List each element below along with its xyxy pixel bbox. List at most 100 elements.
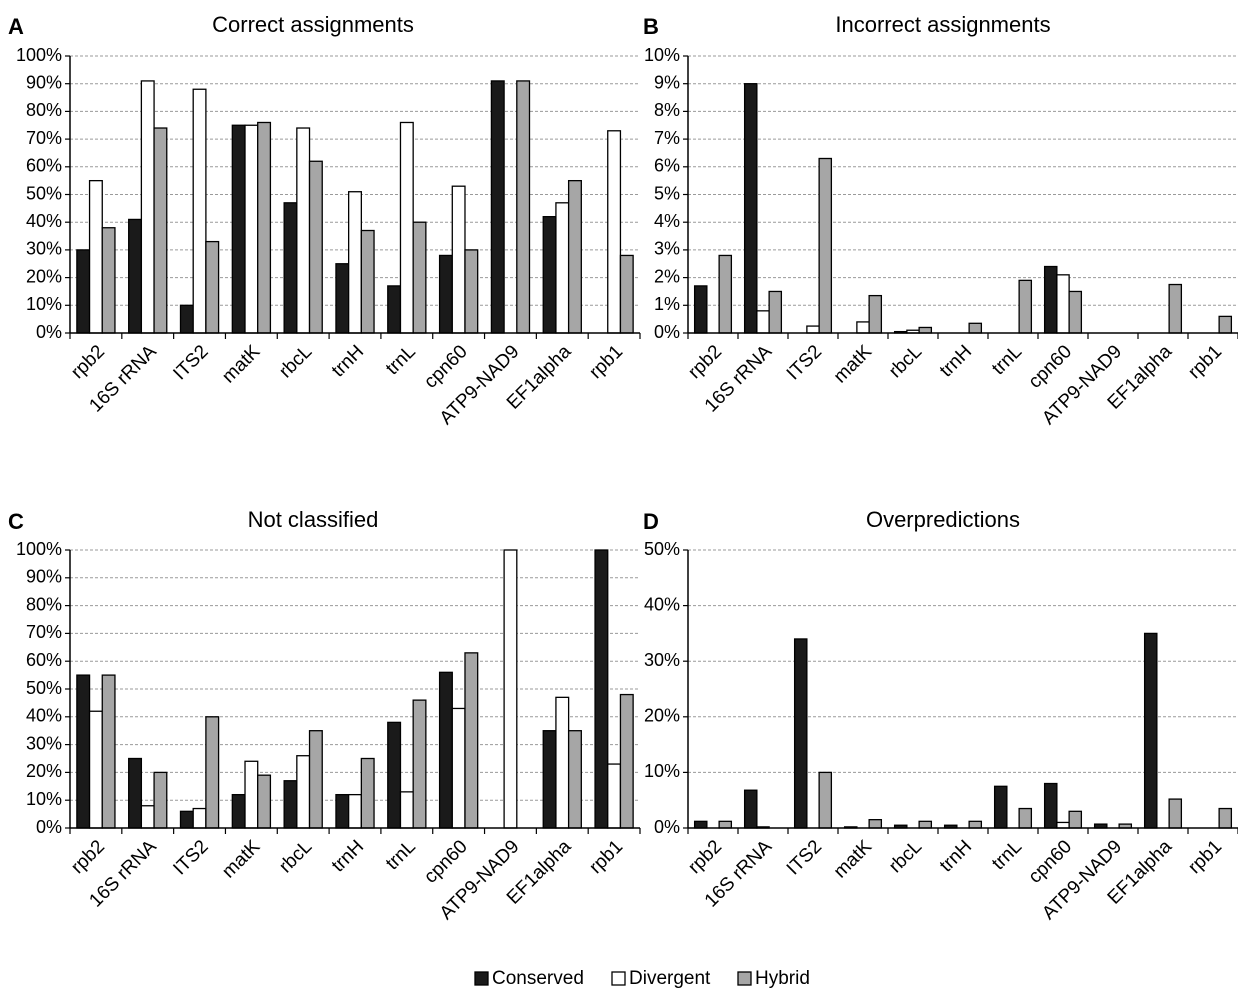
y-tick-label: 3% bbox=[654, 239, 680, 259]
bar-divergent bbox=[856, 321, 870, 334]
y-tick-label: 10% bbox=[644, 45, 680, 65]
bar-conserved bbox=[128, 218, 143, 334]
y-tick-label: 20% bbox=[644, 706, 680, 726]
y-tick-label: 10% bbox=[26, 294, 62, 314]
bar-divergent bbox=[756, 310, 770, 334]
bar-conserved bbox=[231, 124, 246, 334]
y-tick-label: 50% bbox=[26, 678, 62, 698]
y-tick-label: 0% bbox=[654, 817, 680, 837]
bar-divergent bbox=[451, 707, 466, 829]
bar-divergent bbox=[192, 807, 207, 829]
bar-divergent bbox=[192, 88, 207, 334]
legend-swatch-divergent bbox=[611, 971, 626, 986]
bar-conserved bbox=[438, 254, 453, 334]
bar-hybrid bbox=[257, 121, 272, 334]
bar-divergent bbox=[399, 791, 414, 829]
y-tick-label: 100% bbox=[16, 45, 62, 65]
bar-hybrid bbox=[205, 240, 220, 334]
bar-hybrid bbox=[1168, 283, 1183, 334]
x-tick-label: matK bbox=[218, 341, 264, 387]
bar-hybrid bbox=[360, 757, 375, 829]
bar-conserved bbox=[387, 721, 402, 829]
y-tick-label: 40% bbox=[644, 594, 680, 614]
bar-divergent bbox=[244, 124, 259, 334]
x-tick-label: rpb1 bbox=[1184, 836, 1226, 878]
bar-conserved bbox=[179, 810, 194, 829]
bar-conserved bbox=[128, 757, 143, 829]
y-tick-label: 70% bbox=[26, 622, 62, 642]
bar-conserved bbox=[438, 671, 453, 829]
y-tick-label: 40% bbox=[26, 211, 62, 231]
bar-conserved bbox=[693, 285, 708, 334]
y-tick-label: 2% bbox=[654, 266, 680, 286]
y-tick-label: 9% bbox=[654, 72, 680, 92]
bar-conserved bbox=[76, 249, 91, 334]
y-tick-label: 90% bbox=[26, 567, 62, 587]
bar-divergent bbox=[244, 760, 259, 829]
panel-letter: D bbox=[643, 509, 659, 534]
bar-divergent bbox=[88, 710, 103, 829]
y-tick-label: 80% bbox=[26, 100, 62, 120]
bar-hybrid bbox=[360, 229, 375, 334]
y-tick-label: 7% bbox=[654, 128, 680, 148]
y-tick-label: 50% bbox=[644, 539, 680, 559]
panel-b: B Incorrect assignments 0% 1% 2% 3% 4% 5% 6% 7% 8%… bbox=[643, 12, 1238, 429]
y-tick-label: 20% bbox=[26, 761, 62, 781]
legend-swatch-hybrid bbox=[737, 971, 752, 986]
x-tick-label: rpb1 bbox=[585, 836, 627, 878]
bar-hybrid bbox=[619, 254, 634, 334]
y-tick-label: 1% bbox=[654, 294, 680, 314]
bar-hybrid bbox=[918, 326, 933, 334]
bar-hybrid bbox=[1218, 315, 1233, 334]
bar-conserved bbox=[993, 785, 1008, 829]
y-tick-label: 10% bbox=[26, 789, 62, 809]
y-tick-label: 30% bbox=[26, 733, 62, 753]
bar-divergent bbox=[607, 763, 622, 829]
bar-divergent bbox=[607, 130, 622, 334]
y-tick-label: 60% bbox=[26, 156, 62, 176]
bar-divergent bbox=[140, 80, 155, 334]
bar-hybrid bbox=[718, 820, 733, 829]
y-tick-label: 60% bbox=[26, 650, 62, 670]
bar-divergent bbox=[296, 127, 311, 334]
x-tick-label: trnL bbox=[988, 836, 1026, 874]
bar-hybrid bbox=[818, 157, 833, 334]
bar-hybrid bbox=[968, 322, 983, 334]
y-tick-label: 6% bbox=[654, 156, 680, 176]
bar-hybrid bbox=[1018, 279, 1033, 334]
bar-divergent bbox=[555, 696, 570, 829]
bar-hybrid bbox=[412, 699, 427, 829]
x-tick-label: rbcL bbox=[275, 341, 316, 382]
y-tick-label: 80% bbox=[26, 594, 62, 614]
y-tick-label: 8% bbox=[654, 100, 680, 120]
bar-hybrid bbox=[1018, 807, 1033, 829]
bar-divergent bbox=[399, 121, 414, 334]
bar-divergent bbox=[806, 325, 820, 334]
x-tick-label: ITS2 bbox=[169, 836, 212, 879]
bar-hybrid bbox=[619, 693, 634, 829]
bar-divergent bbox=[140, 805, 155, 829]
x-tick-label: ITS2 bbox=[783, 836, 826, 879]
bar-hybrid bbox=[768, 290, 783, 334]
y-tick-label: 4% bbox=[654, 211, 680, 231]
y-tick-label: 20% bbox=[26, 266, 62, 286]
y-tick-label: 0% bbox=[36, 817, 62, 837]
bar-conserved bbox=[231, 793, 246, 829]
bar-conserved bbox=[335, 793, 350, 829]
y-tick-label: 50% bbox=[26, 183, 62, 203]
legend: Conserved Divergent Hybrid bbox=[474, 968, 810, 989]
x-tick-label: rbcL bbox=[885, 341, 926, 382]
x-tick-label: trnH bbox=[936, 836, 976, 876]
bar-hybrid bbox=[818, 771, 833, 829]
y-tick-label: 100% bbox=[16, 539, 62, 559]
y-tick-label: 10% bbox=[644, 761, 680, 781]
bar-divergent bbox=[555, 202, 570, 334]
x-tick-label: ITS2 bbox=[783, 341, 826, 384]
bar-conserved bbox=[793, 638, 808, 829]
bar-conserved bbox=[490, 80, 505, 334]
bar-hybrid bbox=[464, 652, 479, 829]
x-tick-label: matK bbox=[218, 836, 264, 882]
y-tick-label: 5% bbox=[654, 183, 680, 203]
bar-divergent bbox=[348, 793, 362, 829]
panel-a: A Correct assignments 0% 10% 20% 30% 40% 50% 60%… bbox=[8, 12, 641, 429]
